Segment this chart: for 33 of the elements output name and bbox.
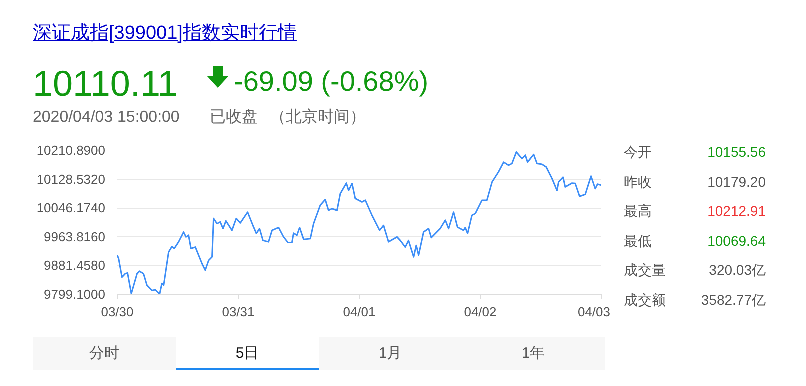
text: 已收盘 xyxy=(210,108,258,128)
text: 昨收 xyxy=(624,172,652,192)
text: 10212.91 xyxy=(708,202,766,221)
y-tick-label: 9881.4580 xyxy=(44,258,106,274)
text: 成交额 xyxy=(624,290,666,310)
text: -69.09 (-0.68%) xyxy=(234,65,429,99)
x-tick-label: 04/01 xyxy=(343,304,376,320)
text: 2020/04/03 15:00:00 xyxy=(33,108,180,128)
x-tick-label: 04/03 xyxy=(578,304,611,320)
y-tick-label: 9963.8160 xyxy=(44,229,106,244)
text: 分时 xyxy=(33,337,176,370)
text: 1年 xyxy=(462,337,605,370)
y-tick-label: 9799.1000 xyxy=(44,287,106,302)
text: 3582.77亿 xyxy=(701,290,766,310)
x-tick-label: 03/31 xyxy=(222,304,255,320)
text: 成交量 xyxy=(624,261,666,280)
y-tick-label: 10046.1740 xyxy=(36,200,106,216)
text: 最高 xyxy=(624,202,652,221)
text: 1月 xyxy=(319,337,462,370)
text: 10155.56 xyxy=(708,143,766,162)
y-tick-label: 10210.8900 xyxy=(36,143,106,158)
text: 最低 xyxy=(624,232,652,250)
text: 10179.20 xyxy=(708,172,766,192)
text: （北京时间） xyxy=(270,108,366,128)
text: 今开 xyxy=(624,143,652,162)
chart-title: 深证成指[399001]指数实时行情 xyxy=(33,22,297,46)
text: 5日 xyxy=(176,337,319,370)
y-tick-label: 10128.5320 xyxy=(36,172,106,187)
text: 10110.11 xyxy=(33,62,178,106)
text: 10069.64 xyxy=(708,232,766,250)
x-tick-label: 04/02 xyxy=(464,304,497,320)
x-tick-label: 03/30 xyxy=(101,304,134,320)
text: 320.03亿 xyxy=(709,261,766,280)
